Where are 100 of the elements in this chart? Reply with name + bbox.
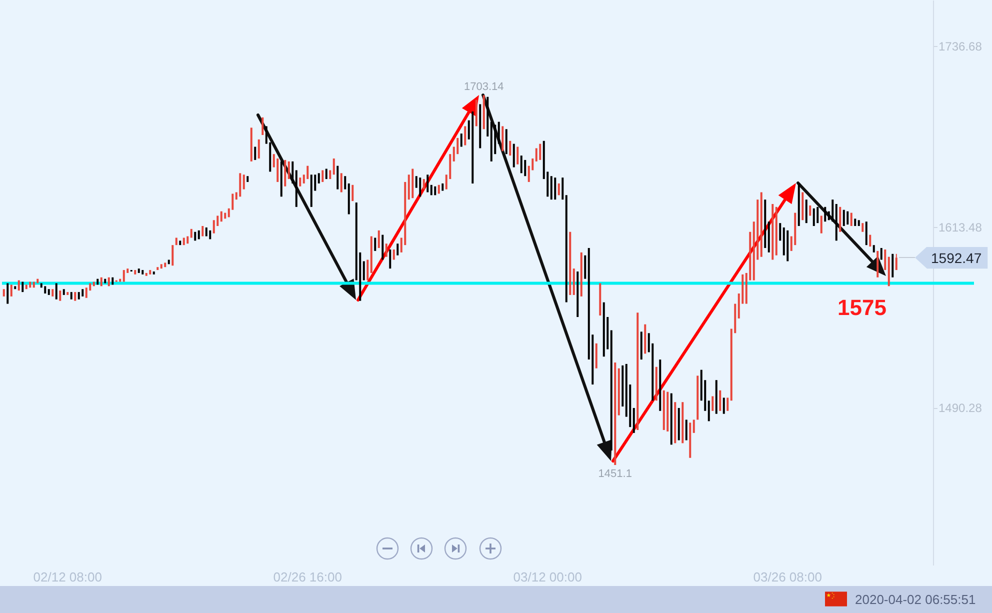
candlestick <box>202 226 204 236</box>
candlestick <box>464 126 466 146</box>
candlestick <box>370 236 372 273</box>
candlestick <box>172 245 174 266</box>
candlestick <box>108 277 110 286</box>
candlestick <box>284 160 286 186</box>
candlestick <box>722 398 725 414</box>
candlestick <box>512 144 515 168</box>
candlestick <box>434 186 436 196</box>
candlestick <box>715 380 718 414</box>
candlestick <box>412 168 414 198</box>
candlestick <box>160 264 162 269</box>
candlestick <box>306 166 309 180</box>
candlestick <box>142 270 144 274</box>
candlestick <box>389 249 392 269</box>
candlestick <box>622 365 624 407</box>
candlestick <box>78 292 80 300</box>
candlestick <box>692 420 695 433</box>
candlestick <box>865 222 868 246</box>
candlestick <box>224 212 226 219</box>
candlestick <box>14 286 16 290</box>
candlestick <box>254 146 256 160</box>
candlestick <box>674 402 676 444</box>
candlestick <box>258 139 260 158</box>
candlestick <box>832 200 834 222</box>
candlestick <box>329 170 332 180</box>
candlestick <box>854 218 856 226</box>
candlestick <box>18 280 20 291</box>
ref-line-label: 1575 <box>838 295 886 320</box>
candlestick <box>670 393 672 445</box>
candlestick <box>295 170 298 207</box>
candlestick <box>25 284 28 290</box>
candlestick <box>6 283 9 304</box>
candlestick <box>352 184 354 202</box>
candlestick <box>632 408 635 433</box>
candlestick <box>775 206 778 256</box>
candlestick <box>70 292 72 300</box>
candlestick <box>498 122 500 144</box>
candlestick <box>895 253 898 270</box>
candlestick <box>152 271 155 274</box>
candlestick <box>655 366 658 401</box>
candlestick <box>149 270 152 274</box>
candlestick <box>595 343 598 368</box>
candlestick <box>666 392 669 432</box>
candlestick <box>182 238 185 246</box>
candlestick <box>572 268 575 295</box>
candlestick <box>299 178 302 186</box>
candlestick <box>392 249 395 260</box>
candlestick <box>220 211 222 222</box>
candlestick <box>29 282 32 288</box>
candlestick <box>382 234 384 260</box>
candlestick <box>322 170 324 182</box>
candlestick <box>472 112 474 184</box>
candlestick <box>820 216 822 234</box>
candlestick <box>250 128 252 162</box>
candlestick <box>516 146 519 164</box>
candlestick <box>310 174 312 207</box>
candlestick <box>122 270 125 282</box>
candlestick <box>644 324 646 354</box>
candlestick <box>712 396 714 411</box>
candlestick <box>786 230 789 262</box>
candlestick <box>505 129 508 154</box>
candlestick <box>892 254 894 278</box>
candlestick <box>772 204 774 260</box>
candlestick <box>685 420 688 440</box>
candlestick <box>839 206 842 232</box>
candlestick <box>479 104 482 148</box>
candlestick <box>812 208 815 226</box>
candlestick <box>168 260 170 264</box>
candlestick <box>59 290 62 301</box>
candlestick <box>52 289 54 296</box>
candlestick <box>550 176 552 200</box>
candlestick <box>422 179 425 190</box>
candlestick <box>292 161 294 184</box>
candlestick <box>156 267 159 270</box>
candlestick <box>809 205 812 216</box>
candlestick <box>872 245 875 252</box>
candlestick <box>640 332 642 360</box>
candlestick <box>205 227 208 236</box>
candlestick <box>66 292 69 295</box>
candlestick <box>802 192 804 220</box>
candlestick <box>48 289 50 295</box>
candlestick <box>396 244 399 256</box>
candlestick <box>209 230 212 240</box>
candlestick <box>862 223 864 232</box>
candlestick <box>610 330 612 451</box>
candlestick <box>194 232 196 241</box>
candlestick <box>719 390 722 411</box>
candlestick <box>502 126 504 152</box>
candlestick <box>318 173 320 184</box>
candlestick <box>344 176 346 190</box>
candlestick <box>145 272 148 276</box>
candlestick <box>96 278 99 285</box>
candlestick <box>696 376 699 420</box>
candlestick <box>558 183 560 196</box>
candlestick <box>104 278 106 284</box>
candlestick <box>362 261 365 280</box>
candlestick <box>614 362 616 466</box>
candlestick <box>190 228 192 238</box>
candlestick <box>580 252 582 296</box>
